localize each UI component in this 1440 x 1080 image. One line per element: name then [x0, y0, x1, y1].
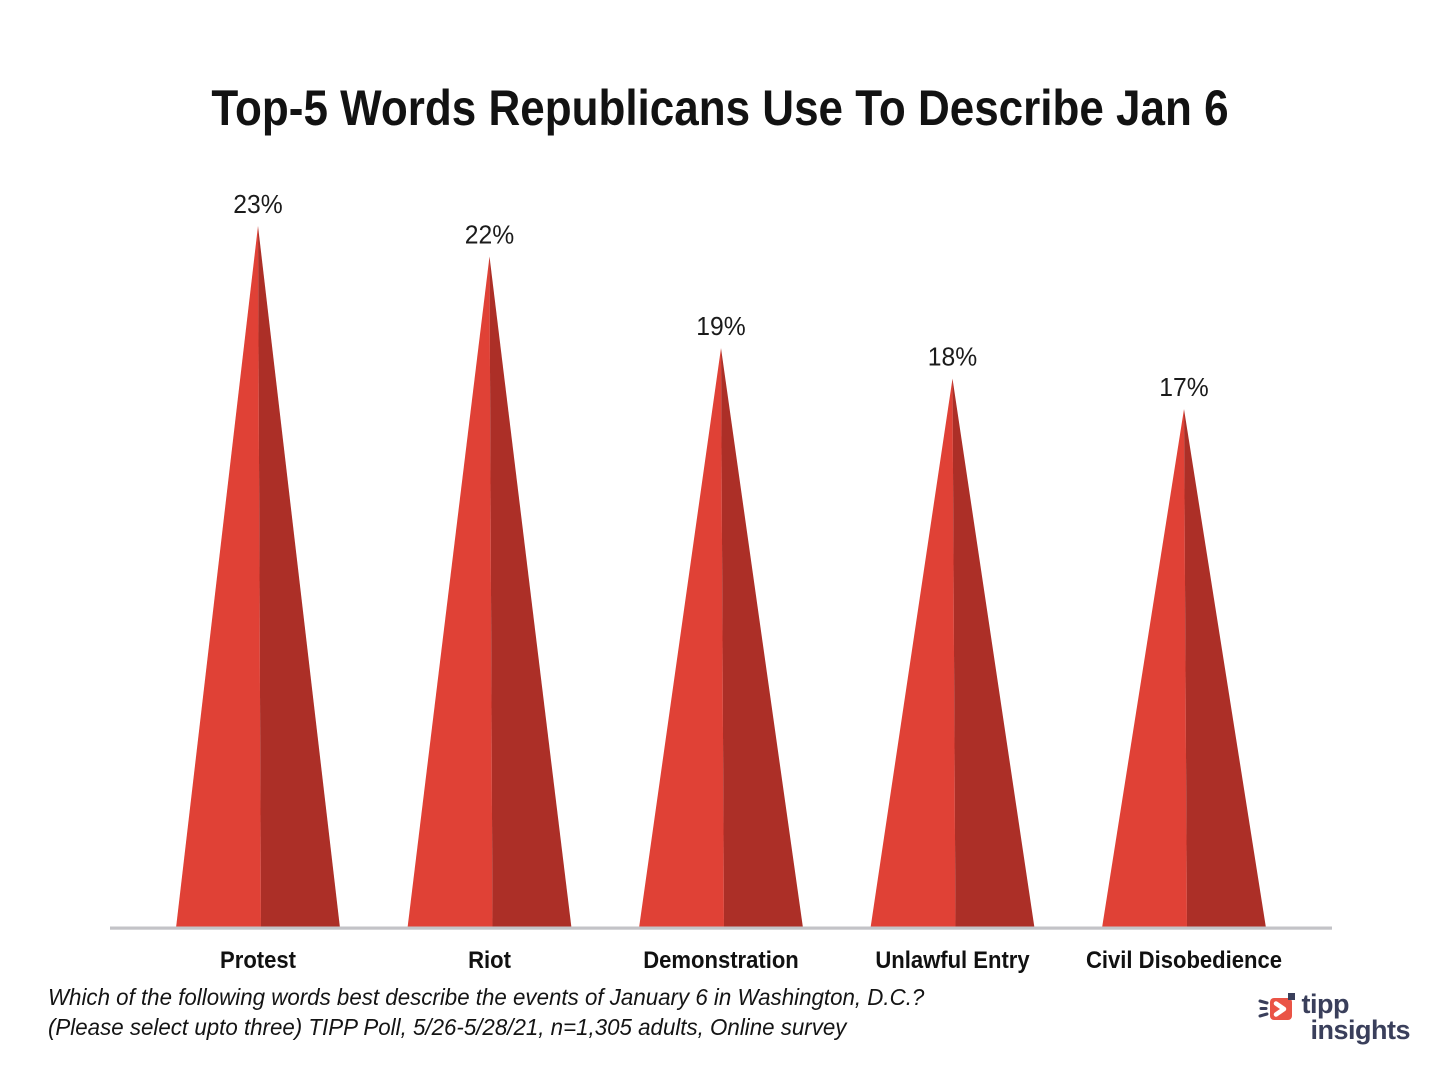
- value-label: 22%: [465, 221, 514, 250]
- value-label: 19%: [696, 313, 745, 342]
- chart-title: Top-5 Words Republicans Use To Describe …: [211, 80, 1229, 136]
- cone-bar-left-face: [407, 256, 493, 928]
- cone-bar-left-face: [639, 348, 724, 928]
- logo-speed-dashes: [1258, 999, 1269, 1018]
- category-label: Civil Disobedience: [1086, 946, 1282, 973]
- cone-bar-right-face: [489, 256, 572, 928]
- cone-bar-left-face: [176, 226, 261, 929]
- category-label: Demonstration: [643, 946, 799, 973]
- cone-bar-right-face: [721, 348, 803, 928]
- cone-bar-right-face: [952, 378, 1035, 928]
- footnote-question: Which of the following words best descri…: [48, 984, 925, 1010]
- logo-navy-square: [1288, 993, 1296, 1000]
- x-axis-line: [110, 926, 1332, 930]
- logo-word-tipp: tipp: [1301, 989, 1349, 1019]
- category-label: Riot: [468, 946, 511, 973]
- footnote: Which of the following words best descri…: [48, 982, 1134, 1042]
- category-label: Unlawful Entry: [875, 946, 1029, 973]
- logo-word-insights: insights: [1310, 1015, 1410, 1045]
- footnote-source: (Please select upto three) TIPP Poll, 5/…: [48, 1014, 847, 1040]
- value-label: 23%: [233, 190, 282, 219]
- tipp-logo-icon: [1258, 993, 1296, 1020]
- value-label: 18%: [928, 343, 977, 372]
- cone-bar-right-face: [1184, 409, 1266, 928]
- tipp-insights-logo: tipp insights: [1257, 989, 1410, 1045]
- logo-chevron-icon: [1274, 1001, 1287, 1017]
- cone-bar-left-face: [1102, 409, 1187, 928]
- logo-wordmark: tipp insights: [1301, 989, 1410, 1045]
- category-label: Protest: [220, 946, 296, 973]
- cone-bar-right-face: [258, 226, 340, 929]
- cone-bar-left-face: [870, 378, 956, 928]
- value-label: 17%: [1159, 374, 1208, 403]
